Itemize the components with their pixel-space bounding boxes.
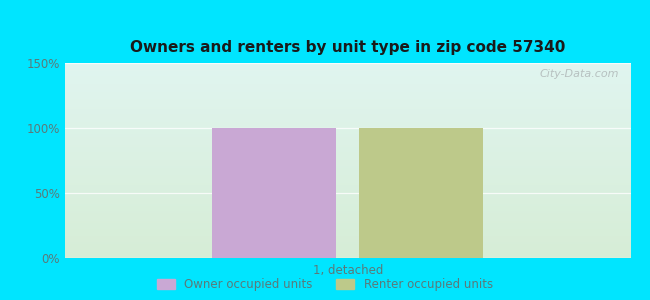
Legend: Owner occupied units, Renter occupied units: Owner occupied units, Renter occupied un… bbox=[157, 278, 493, 291]
Bar bbox=[359, 128, 484, 258]
Bar bbox=[212, 128, 337, 258]
Text: City-Data.com: City-Data.com bbox=[540, 69, 619, 79]
Title: Owners and renters by unit type in zip code 57340: Owners and renters by unit type in zip c… bbox=[130, 40, 566, 55]
